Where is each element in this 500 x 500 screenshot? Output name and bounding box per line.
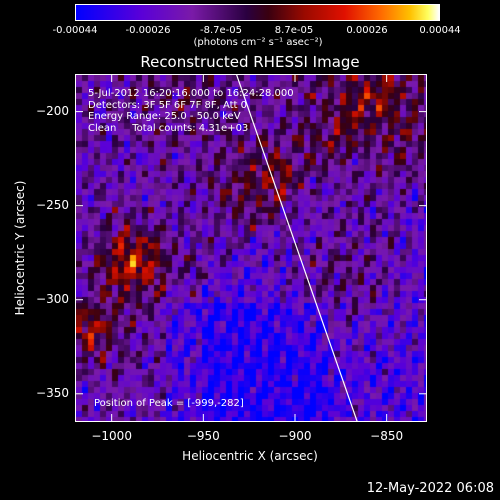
colorbar-tick-label: 0.00044 bbox=[419, 25, 461, 36]
annotation-energy: Energy Range: 25.0 - 50.0 keV bbox=[88, 111, 241, 122]
colorbar-tick-label: -0.00044 bbox=[52, 25, 98, 36]
x-tick-label: −1000 bbox=[91, 429, 132, 443]
plot-overlay bbox=[75, 74, 427, 422]
peak-position-label: Position of Peak = [-999,-282] bbox=[94, 398, 244, 409]
x-tick-label: −950 bbox=[186, 429, 220, 443]
y-tick-label: −300 bbox=[36, 291, 69, 306]
y-tick-label: −350 bbox=[36, 385, 69, 400]
generation-timestamp: 12-May-2022 06:08 bbox=[366, 481, 494, 496]
heatmap-image bbox=[76, 75, 426, 421]
y-tick-label: −250 bbox=[36, 197, 69, 212]
colorbar bbox=[75, 4, 440, 21]
chart-title: Reconstructed RHESSI Image bbox=[140, 53, 360, 71]
y-axis-label: Heliocentric Y (arcsec) bbox=[13, 180, 27, 316]
colorbar-tick-label: -8.7e-05 bbox=[200, 25, 242, 36]
x-axis-label: Heliocentric X (arcsec) bbox=[182, 449, 318, 463]
annotation-counts: Clean Total counts: 4.31e+03 bbox=[88, 122, 249, 134]
colorbar-tick-label: -0.00026 bbox=[125, 25, 171, 36]
solar-limb-line bbox=[235, 74, 358, 422]
colorbar-unit-label: (photons cm⁻² s⁻¹ asec⁻²) bbox=[193, 37, 323, 48]
y-tick-label: −200 bbox=[36, 103, 69, 118]
annotation-detectors: Detectors: 3F 5F 6F 7F 8F, Att 0 bbox=[88, 99, 248, 111]
observation-annotations: 5-Jul-2012 16:20:16.000 to 16:24:28.000 … bbox=[88, 88, 294, 134]
x-tick-label: −850 bbox=[370, 429, 404, 443]
colorbar-tick-label: 8.7e-05 bbox=[274, 25, 314, 36]
annotation-time: 5-Jul-2012 16:20:16.000 to 16:24:28.000 bbox=[88, 88, 294, 99]
plot-area bbox=[75, 74, 427, 422]
x-tick-label: −900 bbox=[278, 429, 312, 443]
colorbar-tick-label: 0.00026 bbox=[346, 25, 388, 36]
